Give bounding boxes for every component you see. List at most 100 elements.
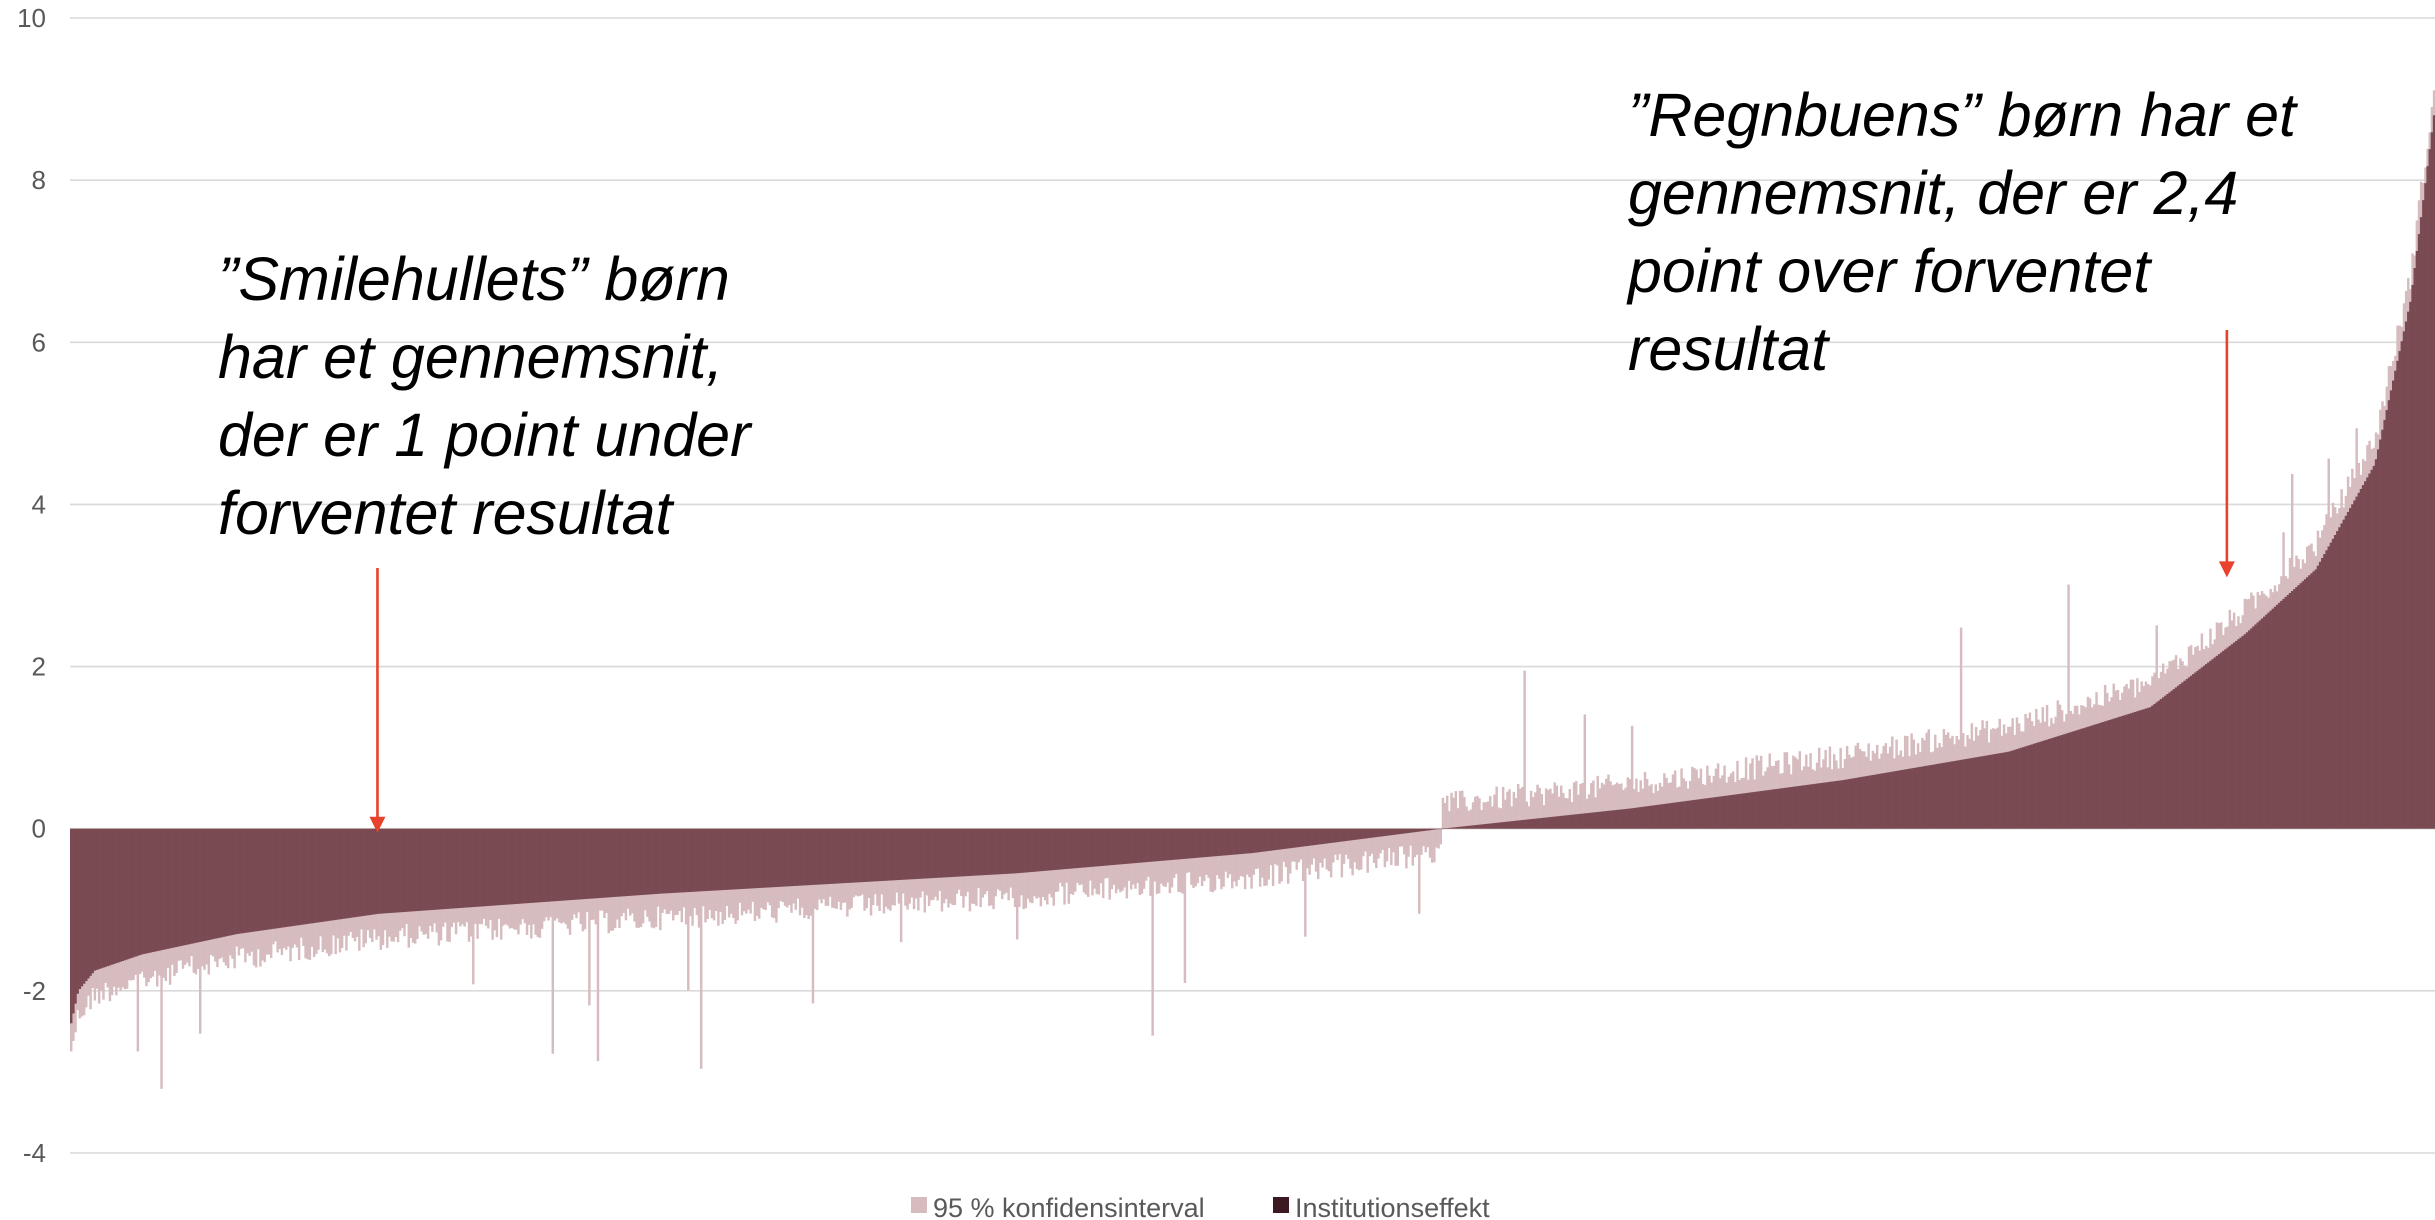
effect-bar [738, 828, 742, 890]
effect-bar [1856, 777, 1860, 829]
effect-bar [861, 828, 864, 883]
ci-bar [1289, 828, 1292, 874]
effect-bar [641, 828, 645, 895]
effect-bar [1592, 812, 1595, 829]
effect-bar [2060, 734, 2064, 829]
effect-bar [2170, 690, 2173, 829]
effect-bar [1102, 828, 1105, 866]
effect-bar [1265, 828, 1268, 852]
effect-bar [2396, 360, 2399, 829]
effect-bar [1785, 787, 1789, 829]
effect-bar [734, 828, 737, 890]
effect-bar [1009, 828, 1012, 874]
effect-bar [2290, 591, 2294, 829]
effect-bar [377, 828, 380, 914]
ci-bar [1381, 828, 1384, 850]
ci-bar [1463, 797, 1466, 829]
ci-bar [1611, 785, 1614, 829]
effect-bar [1454, 827, 1458, 829]
effect-bar [1211, 828, 1215, 857]
effect-bar [1534, 818, 1537, 829]
effect-bar [70, 828, 73, 1024]
annotation-regnbuen: ”Regnbuens” børn har et gennemsnit, der … [1628, 76, 2296, 388]
effect-bar [2387, 400, 2391, 829]
ci-bar [1673, 770, 1677, 829]
effect-bar [1308, 828, 1311, 846]
effect-bar [2368, 473, 2371, 829]
effect-bar [1048, 828, 1051, 871]
effect-bar [1656, 804, 1660, 829]
effect-bar [841, 828, 845, 884]
effect-bar [644, 828, 647, 895]
ci-bar [1243, 828, 1247, 890]
effect-bar [1837, 780, 1840, 829]
effect-bar [730, 828, 733, 890]
ci-bar [1465, 806, 1468, 829]
effect-bar [753, 828, 757, 889]
effect-bar [2340, 523, 2343, 829]
effect-bar [1811, 784, 1814, 829]
effect-bar [1420, 828, 1423, 832]
ci-bar [1295, 828, 1298, 870]
effect-bar [1942, 762, 1946, 829]
effect-bar [1731, 794, 1735, 829]
effect-bar [985, 828, 989, 875]
effect-bar [1654, 805, 1657, 829]
effect-bar [1125, 828, 1129, 864]
effect-bar [811, 828, 815, 885]
ci-bar [1403, 828, 1406, 855]
effect-bar [1781, 788, 1784, 829]
effect-bar [2381, 429, 2384, 829]
effect-bar [1190, 828, 1193, 859]
effect-bar [437, 828, 441, 910]
effect-bar [1940, 763, 1943, 829]
ci-bar [1596, 775, 1599, 829]
effect-bar [1215, 828, 1219, 857]
effect-bar [534, 828, 537, 903]
effect-bar [1663, 803, 1666, 829]
effect-bar [1000, 828, 1004, 875]
ci-bar [1366, 828, 1369, 873]
effect-bar [2017, 748, 2021, 829]
ci-bar [1407, 828, 1410, 857]
effect-bar [1473, 825, 1477, 829]
effect-bar [1078, 828, 1081, 868]
effect-bar [962, 828, 965, 877]
effect-bar [100, 828, 103, 969]
effect-bar [1289, 828, 1292, 849]
ci-bar [1512, 791, 1516, 829]
effect-bar [2250, 628, 2253, 829]
effect-bar [1869, 775, 1872, 829]
effect-bar [1966, 758, 1969, 829]
ci-bar [1542, 805, 1546, 829]
effect-bar [1151, 828, 1154, 862]
effect-bar [211, 828, 215, 940]
effect-bar [1205, 828, 1208, 858]
effect-bar [82, 828, 86, 984]
effect-bar [1246, 828, 1249, 854]
effect-bar [813, 828, 817, 885]
effect-bar [667, 828, 671, 894]
effect-bar [740, 828, 744, 889]
effect-bar [1123, 828, 1126, 865]
ci-bar [160, 828, 163, 1089]
effect-bar [1299, 828, 1303, 847]
effect-bar [1387, 828, 1391, 836]
effect-bar [2144, 708, 2148, 829]
effect-bar [504, 828, 507, 905]
effect-bar [1301, 828, 1305, 847]
effect-bar [1521, 820, 1524, 829]
effect-bar [1069, 828, 1073, 869]
effect-bar [1848, 779, 1851, 829]
effect-bar [461, 828, 464, 908]
effect-bar [1274, 828, 1277, 851]
effect-bar [2054, 736, 2057, 829]
effect-bar [1895, 770, 1898, 829]
effect-bar [2235, 640, 2238, 829]
effect-bar [1977, 756, 1980, 829]
effect-bar [1568, 814, 1571, 829]
effect-bar [859, 828, 862, 883]
effect-bar [2075, 730, 2079, 829]
effect-bar [2299, 583, 2302, 829]
effect-bar [115, 828, 118, 964]
